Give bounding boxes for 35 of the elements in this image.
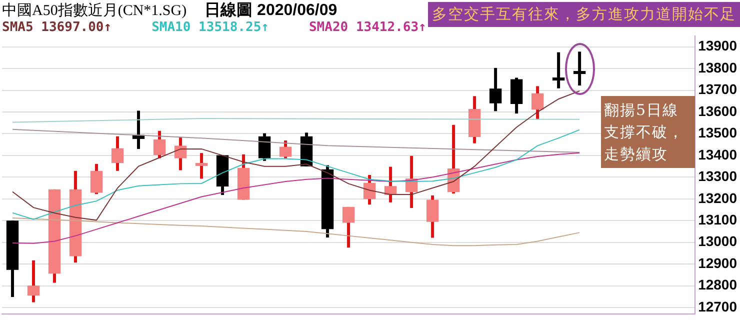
candlestick: [489, 68, 502, 112]
candlestick: [174, 136, 187, 170]
y-tick-label: 13600: [698, 102, 738, 119]
candlestick: [531, 86, 544, 120]
candlestick: [426, 195, 439, 238]
text: SMA10 13518.25↑: [152, 20, 269, 35]
y-tick-label: 13000: [698, 233, 738, 250]
candlestick: [27, 260, 40, 302]
y-tick-label: 13400: [698, 146, 738, 162]
candlestick: [90, 164, 103, 194]
y-tick-label: 12800: [698, 276, 738, 293]
y-tick-label: 13200: [698, 190, 738, 206]
annotation: 翻揚5日線支撐不破，走勢續攻: [601, 96, 695, 168]
chart-subtitle: 日線圖 2020/06/09: [204, 2, 338, 19]
y-tick-label: 12900: [698, 254, 738, 271]
y-tick-label: 13700: [698, 81, 738, 98]
candlestick: [195, 153, 208, 179]
candlestick: [153, 130, 166, 158]
candlestick: [363, 175, 376, 205]
candlestick: [552, 52, 565, 88]
y-tick-label: 13800: [698, 59, 738, 76]
candlestick: [573, 52, 586, 86]
y-tick-label: 12700: [698, 298, 738, 314]
y-tick-label: 13900: [698, 38, 738, 54]
candlestick: [279, 140, 292, 158]
y-tick-label: 13100: [698, 211, 738, 228]
text: SMA5 13697.00↑: [2, 20, 112, 35]
text: SMA20 13412.63↑: [308, 20, 426, 35]
chart-title: 中國A50指數近月(CN*1.SG): [2, 3, 187, 19]
text: 多空交手互有往來，多方進攻力道開始不足: [428, 2, 740, 27]
y-tick-label: 13300: [698, 168, 738, 184]
candlestick: [258, 133, 271, 161]
y-tick-label: 13500: [698, 124, 738, 141]
candlestick: [111, 136, 124, 171]
candlestick: [342, 206, 355, 248]
